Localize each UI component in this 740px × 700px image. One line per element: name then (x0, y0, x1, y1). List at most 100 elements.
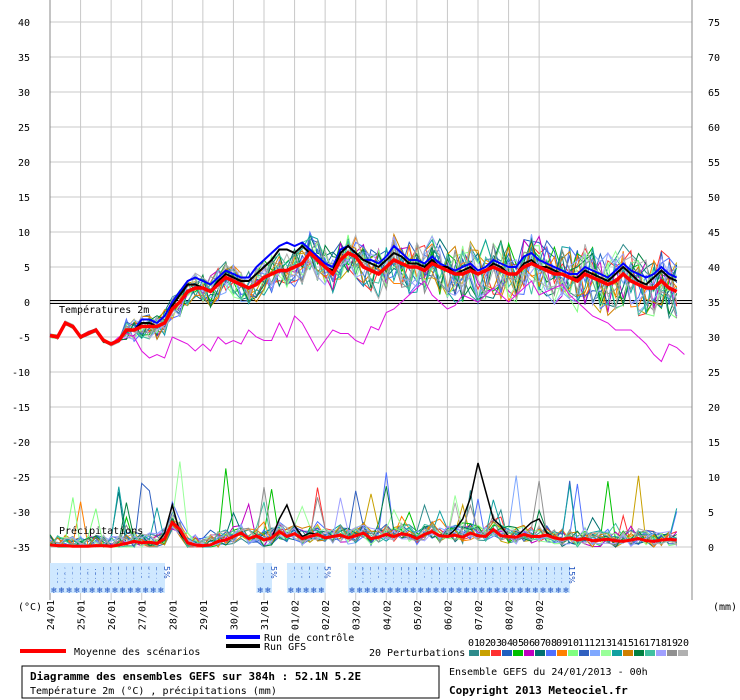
footer-copyright: Copyright 2013 Meteociel.fr (449, 684, 628, 697)
snowflake-icon: ❄ (104, 586, 111, 595)
snow-background (302, 563, 311, 593)
perturbation-number: 04 (501, 638, 513, 649)
snow-background (508, 563, 517, 593)
snowflake-icon: ❄ (356, 586, 363, 595)
snowflake-icon: ❄ (97, 586, 104, 595)
snow-background (118, 563, 127, 593)
snow-background (50, 563, 58, 593)
snowflake-icon: ❄ (158, 586, 165, 595)
date-label: 24/01 (46, 600, 57, 630)
snow-probability-marker: 15% ❄ (562, 563, 576, 595)
snow-background (157, 563, 165, 593)
snow-background (103, 563, 112, 593)
perturbation-color-swatch (634, 650, 644, 656)
right-tick-label: 75 (708, 18, 720, 29)
legend-control-label: Run de contrôle (264, 632, 354, 644)
footer-subtitle: Température 2m (°C) , précipitations (mm… (30, 685, 277, 697)
snow-background (72, 563, 81, 593)
perturbation-color-swatch (623, 650, 633, 656)
snow-background (424, 563, 433, 593)
perturbation-number: 18 (655, 638, 667, 649)
snowflake-icon: ❄ (402, 586, 409, 595)
date-label: 05/02 (413, 600, 424, 630)
left-tick-label: 30 (18, 88, 30, 99)
date-label: 03/02 (352, 600, 363, 630)
perturbation-color-swatch (568, 650, 578, 656)
left-tick-label: 0 (24, 298, 30, 309)
left-tick-label: -5 (18, 333, 30, 344)
right-unit-label: (mm) (713, 602, 737, 613)
snowflake-icon: ❄ (265, 586, 272, 595)
perturbation-number: 01 (468, 638, 480, 649)
snow-background (500, 563, 509, 593)
perturbation-color-swatch (579, 650, 589, 656)
snowflake-icon: ❄ (532, 586, 539, 595)
right-tick-label: 65 (708, 88, 720, 99)
snowflake-icon: ❄ (257, 586, 264, 595)
right-tick-label: 20 (708, 403, 720, 414)
date-label: 02/02 (321, 600, 332, 630)
perturbation-number: 08 (545, 638, 557, 649)
snow-background (470, 563, 479, 593)
snowflake-icon: ❄ (303, 586, 310, 595)
snowflake-icon: ❄ (418, 586, 425, 595)
snow-background (478, 563, 486, 593)
perturbation-number: 16 (633, 638, 645, 649)
perturbation-color-swatch (678, 650, 688, 656)
perturbation-number: 02 (479, 638, 491, 649)
left-tick-label: 5 (24, 263, 30, 274)
perturbation-color-swatch (480, 650, 490, 656)
date-label: 31/01 (260, 600, 271, 630)
perturbation-color-swatch (656, 650, 666, 656)
snow-background (134, 563, 143, 593)
snow-probability-marker: 5% ❄ (157, 563, 171, 595)
snowflake-icon: ❄ (509, 586, 516, 595)
snow-probability-label: 5% (269, 566, 278, 579)
legend: Moyenne des scénarios Run de contrôle Ru… (20, 632, 689, 659)
date-label: 25/01 (77, 600, 88, 630)
snow-background (455, 563, 464, 593)
snow-background (264, 563, 272, 593)
date-label: 09/02 (535, 600, 546, 630)
snowflake-icon: ❄ (456, 586, 463, 595)
left-tick-label: 35 (18, 53, 30, 64)
snowflake-icon: ❄ (288, 586, 295, 595)
date-axis-labels: 24/01 25/01 26/01 27/01 28/01 29/01 30/01 31/01… (46, 600, 546, 630)
left-tick-label: 15 (18, 193, 30, 204)
perturbation-color-swatch (667, 650, 677, 656)
snow-background (355, 563, 364, 593)
right-tick-label: 15 (708, 438, 720, 449)
snow-background (309, 563, 318, 593)
snow-background (141, 563, 150, 593)
perturbation-number: 11 (578, 638, 590, 649)
date-label: 27/01 (138, 600, 149, 630)
mean-precipitation-line (49, 520, 677, 548)
perturbation-color-swatch (557, 650, 567, 656)
snow-background (317, 563, 326, 593)
left-tick-label: 20 (18, 158, 30, 169)
outlier-perturbation-temperature-line (49, 280, 685, 363)
snow-probability-label: 5% (323, 566, 332, 579)
right-tick-label: 45 (708, 228, 720, 239)
perturbation-color-swatch (491, 650, 501, 656)
perturbation-number: 07 (534, 638, 546, 649)
snow-background (348, 563, 357, 593)
perturbation-number: 15 (622, 638, 634, 649)
snow-background (485, 563, 494, 593)
perturbation-number: 17 (644, 638, 656, 649)
snow-background (111, 563, 120, 593)
perturbation-temperature-line (49, 233, 678, 347)
left-tick-label: -10 (12, 368, 30, 379)
perturbation-temperature-line (49, 232, 678, 346)
date-label: 01/02 (291, 600, 302, 630)
snowflake-icon: ❄ (318, 586, 325, 595)
snow-background (432, 563, 441, 593)
snowflake-icon: ❄ (540, 586, 547, 595)
footer-box (21, 665, 440, 699)
snow-background (401, 563, 410, 593)
right-tick-label: 55 (708, 158, 720, 169)
date-label: 29/01 (199, 600, 210, 630)
perturbation-color-swatch (645, 650, 655, 656)
